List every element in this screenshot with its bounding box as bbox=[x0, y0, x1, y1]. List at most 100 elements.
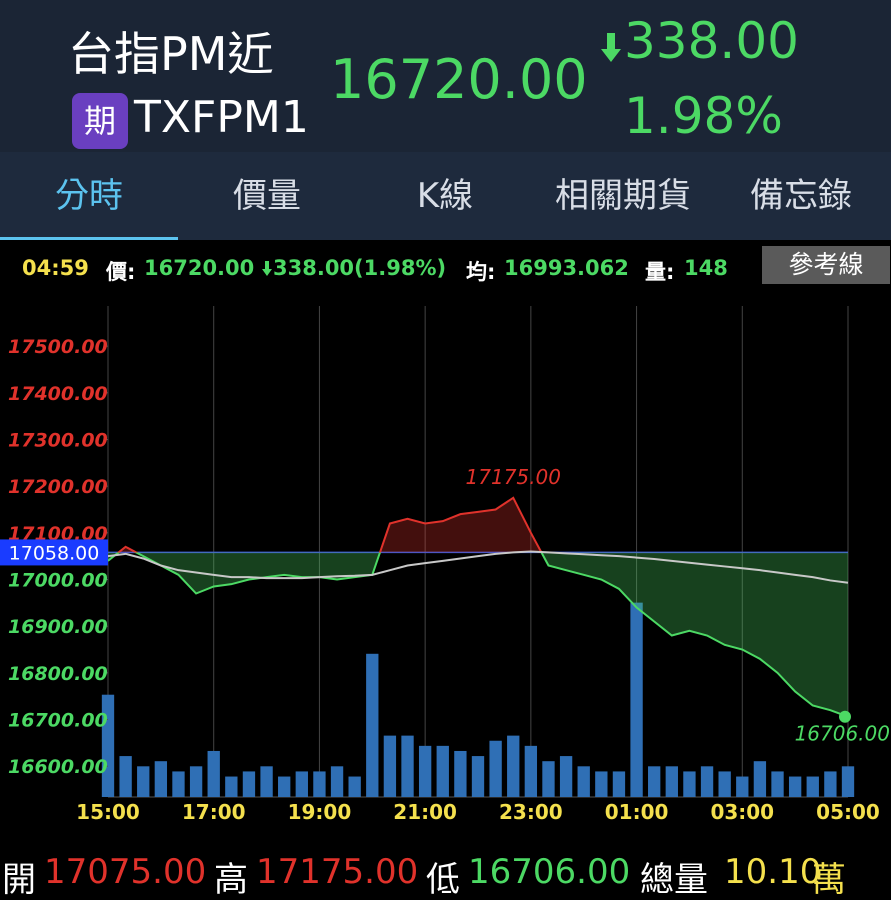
y-tick-label: 17100.00 bbox=[8, 523, 108, 545]
volume-bar bbox=[189, 766, 203, 797]
volume-bar bbox=[683, 771, 696, 797]
x-tick-label: 21:00 bbox=[393, 800, 457, 824]
volume-bar bbox=[771, 771, 784, 797]
volume-bar bbox=[260, 766, 273, 797]
header: 台指PM近 期 TXFPM1 16720.00 338.00 1.98% bbox=[0, 0, 891, 152]
volume-bar bbox=[612, 771, 626, 797]
low: 16706.00 bbox=[468, 852, 631, 892]
y-tick-label: 16700.00 bbox=[8, 710, 108, 732]
tab[interactable]: 相關期貨 bbox=[555, 176, 691, 216]
reference-label: 17058.00 bbox=[9, 542, 100, 564]
info-bar: 04:59 價: 16720.00 338.00(1.98%) 均: 16993… bbox=[0, 240, 891, 296]
volume: 10.10 bbox=[724, 852, 822, 892]
volume-bar bbox=[665, 766, 678, 797]
y-tick-label: 17400.00 bbox=[8, 383, 108, 405]
volume-bar bbox=[313, 771, 326, 797]
y-tick-label: 16600.00 bbox=[8, 756, 108, 778]
volume-bar bbox=[225, 776, 238, 797]
volume-bar bbox=[207, 750, 220, 797]
reference-line-button[interactable]: 參考線 bbox=[762, 246, 890, 284]
y-tick-label: 17000.00 bbox=[8, 570, 108, 592]
volume-bar bbox=[542, 761, 555, 797]
volume-bar bbox=[418, 745, 432, 797]
avg-label: 均: bbox=[466, 260, 496, 284]
x-tick-label: 01:00 bbox=[605, 800, 669, 824]
volume-bar bbox=[154, 761, 168, 797]
volume-bar bbox=[242, 771, 256, 797]
price-label: 價: bbox=[106, 260, 136, 284]
volume-bar bbox=[278, 776, 291, 797]
volume-bar bbox=[595, 771, 608, 797]
tab-bar: 分時 價量 K線 相關期貨 備忘錄 bbox=[0, 152, 891, 240]
x-tick-label: 23:00 bbox=[499, 800, 563, 824]
open-label: 開 bbox=[2, 860, 36, 900]
change-pct: 1.98% bbox=[624, 87, 783, 145]
down-arrow bbox=[262, 261, 272, 276]
tab[interactable]: 價量 bbox=[233, 176, 301, 216]
y-tick-label: 16900.00 bbox=[8, 616, 108, 638]
volume-bar bbox=[330, 766, 344, 797]
annotation: 16706.00 bbox=[795, 722, 890, 746]
volume-label: 量: bbox=[645, 260, 675, 284]
badge: 期 bbox=[72, 93, 128, 149]
y-tick-label: 17500.00 bbox=[8, 336, 108, 358]
volume-bar bbox=[736, 776, 749, 797]
volume-bar bbox=[577, 766, 590, 797]
avg-line bbox=[107, 550, 849, 584]
volume-bar bbox=[348, 776, 361, 797]
volume-bar bbox=[841, 766, 855, 797]
volume-bar bbox=[471, 756, 485, 797]
volume-bar bbox=[119, 756, 132, 797]
last-point bbox=[839, 710, 851, 723]
price-line bbox=[107, 496, 849, 718]
volume: 148 bbox=[684, 256, 728, 280]
x-tick-label: 03:00 bbox=[710, 800, 774, 824]
high-label: 高 bbox=[214, 860, 248, 900]
high: 17175.00 bbox=[256, 852, 419, 892]
volume-bar bbox=[524, 745, 538, 797]
volume-bar bbox=[824, 771, 837, 797]
down-arrow bbox=[601, 33, 621, 62]
chart: 15:00 17:00 19:00 21:00 23:00 01:00 03:00 05:00… bbox=[0, 306, 890, 824]
change: 338.00 bbox=[624, 12, 799, 70]
time: 04:59 bbox=[22, 256, 89, 280]
volume-bar bbox=[101, 694, 115, 797]
price: 16720.00 bbox=[144, 256, 255, 280]
volume-bar bbox=[454, 750, 467, 797]
x-tick-label: 17:00 bbox=[182, 800, 246, 824]
volume-bar bbox=[806, 776, 819, 797]
volume-bar bbox=[366, 653, 379, 797]
volume-bar bbox=[137, 766, 150, 797]
x-tick-label: 05:00 bbox=[816, 800, 880, 824]
annotation: 17175.00 bbox=[466, 465, 561, 489]
volume-label: 總量 bbox=[640, 860, 708, 900]
change: 338.00(1.98%) bbox=[273, 256, 447, 280]
summary: 開 17075.00 高 17175.00 低 16706.00 總量 10.1… bbox=[0, 848, 891, 900]
y-tick-label: 17300.00 bbox=[8, 429, 108, 451]
volume-bar bbox=[436, 745, 449, 797]
y-tick-label: 16800.00 bbox=[8, 663, 108, 685]
volume-bar bbox=[788, 776, 802, 797]
volume-bar bbox=[648, 766, 661, 797]
reference-label-box bbox=[0, 539, 108, 566]
avg: 16993.062 bbox=[504, 256, 629, 280]
tab[interactable]: 分時 bbox=[0, 152, 178, 240]
title: 台指PM近 bbox=[68, 27, 274, 81]
volume-bar bbox=[700, 766, 714, 797]
volume-bar bbox=[401, 735, 414, 797]
x-tick-label: 15:00 bbox=[76, 800, 140, 824]
tab[interactable]: 備忘錄 bbox=[750, 176, 852, 216]
y-tick-label: 17200.00 bbox=[8, 476, 108, 498]
price: 16720.00 bbox=[330, 48, 588, 111]
volume-bar bbox=[753, 761, 767, 797]
tab[interactable]: K線 bbox=[416, 176, 474, 216]
volume-unit: 萬 bbox=[812, 860, 846, 900]
volume-bar bbox=[489, 740, 502, 797]
volume-bar bbox=[630, 602, 643, 797]
volume-bar bbox=[559, 756, 573, 797]
code: TXFPM1 bbox=[134, 92, 309, 143]
volume-bar bbox=[383, 735, 397, 797]
low-label: 低 bbox=[426, 860, 460, 900]
volume-bar bbox=[718, 771, 731, 797]
